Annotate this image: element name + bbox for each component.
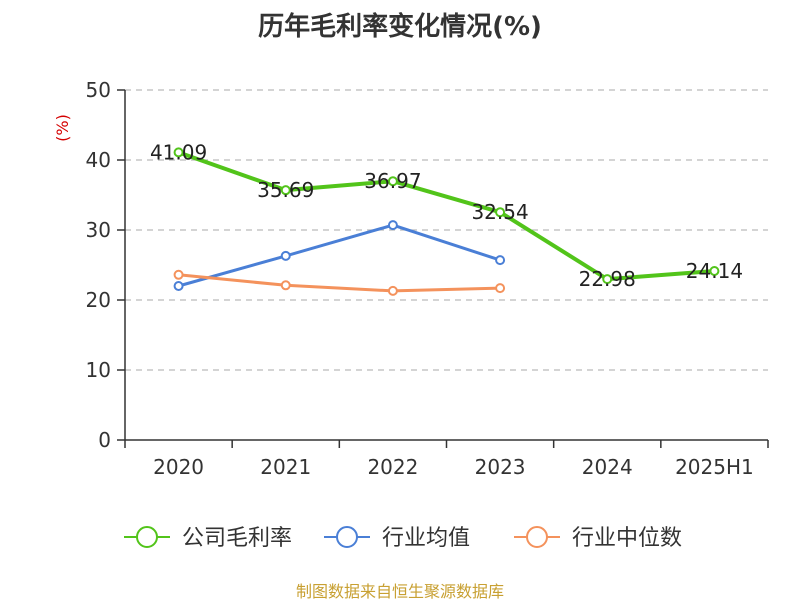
data-point [387,176,398,187]
legend-marker [136,526,158,548]
y-tick-label: 10 [86,358,111,382]
y-tick-label: 50 [86,78,111,102]
x-tick-label: 2021 [260,455,311,479]
data-point [495,283,506,294]
data-label: 36.97 [364,169,421,193]
x-tick-label: 2020 [153,455,204,479]
source-note: 制图数据来自恒生聚源数据库 [295,582,504,601]
y-tick-label: 30 [86,218,111,242]
series-line-1 [177,150,715,282]
y-tick-label: 20 [86,288,111,312]
data-point [173,281,184,291]
data-point [709,266,720,277]
data-point [387,220,398,231]
x-tick-labels: 2020 2021 2022 2023 2024 2025H1 [153,455,754,479]
y-tick-label: 40 [86,148,111,172]
series-line-3 [178,273,501,293]
y-axis-label: (%) [53,114,72,142]
legend: 公司毛利率 行业均值 行业中位数 [124,526,682,551]
data-label: 24.14 [686,259,743,283]
data-point [387,285,398,296]
data-point [602,274,613,285]
data-label: 32.54 [471,200,528,224]
x-tick-label: 2025H1 [675,455,754,479]
chart-title: 历年毛利率变化情况(%) [258,12,542,42]
data-point [173,269,184,280]
series-line-2 [178,223,501,288]
x-tick-label: 2024 [582,455,633,479]
x-tick-label: 2022 [367,455,418,479]
data-labels: 41.09 35.69 36.97 32.54 22.98 24.14 [150,140,743,291]
x-tick-label: 2023 [475,455,526,479]
data-label: 22.98 [579,267,636,291]
legend-label: 公司毛利率 [182,526,292,551]
data-point [280,185,291,196]
data-point [495,207,506,218]
y-tick-label: 0 [98,428,111,452]
axes [117,89,769,448]
data-point [495,255,506,266]
grid-lines [125,89,768,371]
data-point [173,147,184,158]
series-group [173,147,720,296]
legend-marker [336,526,358,548]
data-point [280,250,291,261]
data-label: 41.09 [150,140,207,164]
legend-label: 行业均值 [382,526,470,551]
y-tick-labels: 0 10 20 30 40 50 [86,78,111,452]
data-point [280,280,291,291]
data-label: 35.69 [257,178,314,202]
legend-marker [526,526,548,548]
legend-label: 行业中位数 [572,526,682,551]
